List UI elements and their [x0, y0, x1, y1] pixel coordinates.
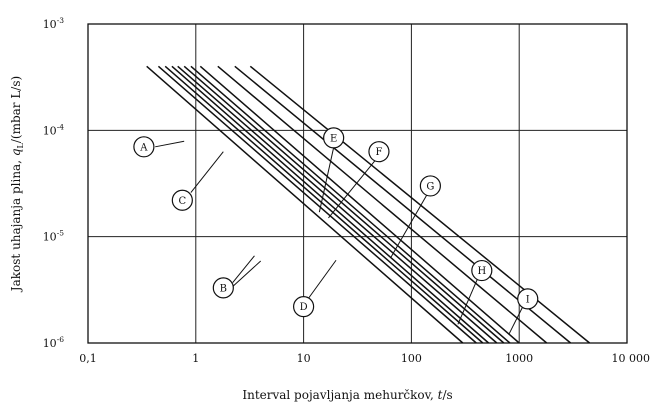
series-line-e — [183, 65, 505, 344]
y-axis-title: Jakost uhajanja plina, qL/(mbar L/s) — [9, 76, 25, 293]
series-line-i1 — [234, 65, 572, 344]
callouts: A C E F G B D H I — [133, 127, 539, 335]
plot-frame — [87, 23, 628, 344]
callout-i: I — [508, 288, 539, 335]
callout-label: H — [477, 266, 486, 277]
callout-circle — [471, 259, 493, 282]
series-line-f — [190, 65, 511, 344]
callout-label: I — [526, 294, 530, 305]
grid — [88, 24, 627, 343]
y-tick-label: 10-5 — [43, 229, 65, 244]
y-tick-labels: 10-6 10-5 10-4 10-3 — [43, 16, 65, 350]
x-tick-label: 0,1 — [79, 352, 97, 365]
series-line-a — [146, 65, 464, 344]
series-line-b2 — [164, 65, 484, 344]
callout-leader — [155, 140, 185, 148]
series-line-d — [177, 65, 498, 344]
callout-circle — [323, 127, 345, 149]
series-line-h — [217, 65, 548, 344]
x-tick-label: 100 — [401, 352, 422, 365]
callout-leader — [390, 194, 428, 259]
callout-a: A — [133, 136, 185, 158]
callout-g: G — [390, 175, 441, 259]
x-tick-label: 1 — [192, 352, 199, 365]
callout-label: D — [300, 302, 308, 313]
callout-circle — [419, 175, 441, 197]
x-tick-label: 1000 — [505, 352, 533, 365]
y-tick-label: 10-3 — [43, 16, 65, 31]
callout-circle — [171, 189, 193, 211]
x-axis-title: Interval pojavljanja mehurčkov, t/s — [242, 388, 452, 402]
callout-e: E — [318, 127, 345, 213]
callout-leader — [328, 160, 376, 219]
callout-label: F — [375, 147, 382, 158]
callout-label: A — [139, 142, 148, 153]
y-tick-label: 10-6 — [43, 335, 65, 350]
callout-c: C — [171, 151, 224, 211]
callout-circle — [517, 288, 539, 310]
callout-label: G — [426, 181, 434, 192]
callout-label: E — [330, 133, 337, 144]
callout-leader — [318, 147, 335, 213]
callout-circle — [293, 295, 315, 318]
callout-label: C — [179, 196, 187, 207]
callout-circle — [133, 136, 155, 158]
callout-leader — [232, 255, 255, 283]
series-line-b1 — [157, 65, 477, 344]
y-tick-label: 10-4 — [43, 122, 65, 137]
callout-leader — [232, 260, 262, 287]
callout-leader — [457, 278, 478, 325]
callout-leader — [190, 151, 224, 193]
callout-leader — [508, 306, 524, 335]
callout-h: H — [457, 259, 493, 325]
x-tick-label: 10 000 — [612, 352, 651, 365]
series-line-g — [199, 65, 520, 344]
callout-d: D — [293, 259, 337, 318]
callout-b: B — [212, 255, 262, 299]
callout-circle — [368, 141, 390, 163]
callout-circle — [212, 277, 234, 299]
x-tick-labels: 0,1 1 10 100 1000 10 000 — [79, 352, 650, 365]
series-lines — [146, 65, 591, 344]
callout-label: B — [220, 283, 227, 294]
x-tick-label: 10 — [297, 352, 311, 365]
callout-f: F — [328, 141, 390, 219]
callout-leader — [307, 259, 337, 300]
series-line-c — [171, 65, 490, 344]
